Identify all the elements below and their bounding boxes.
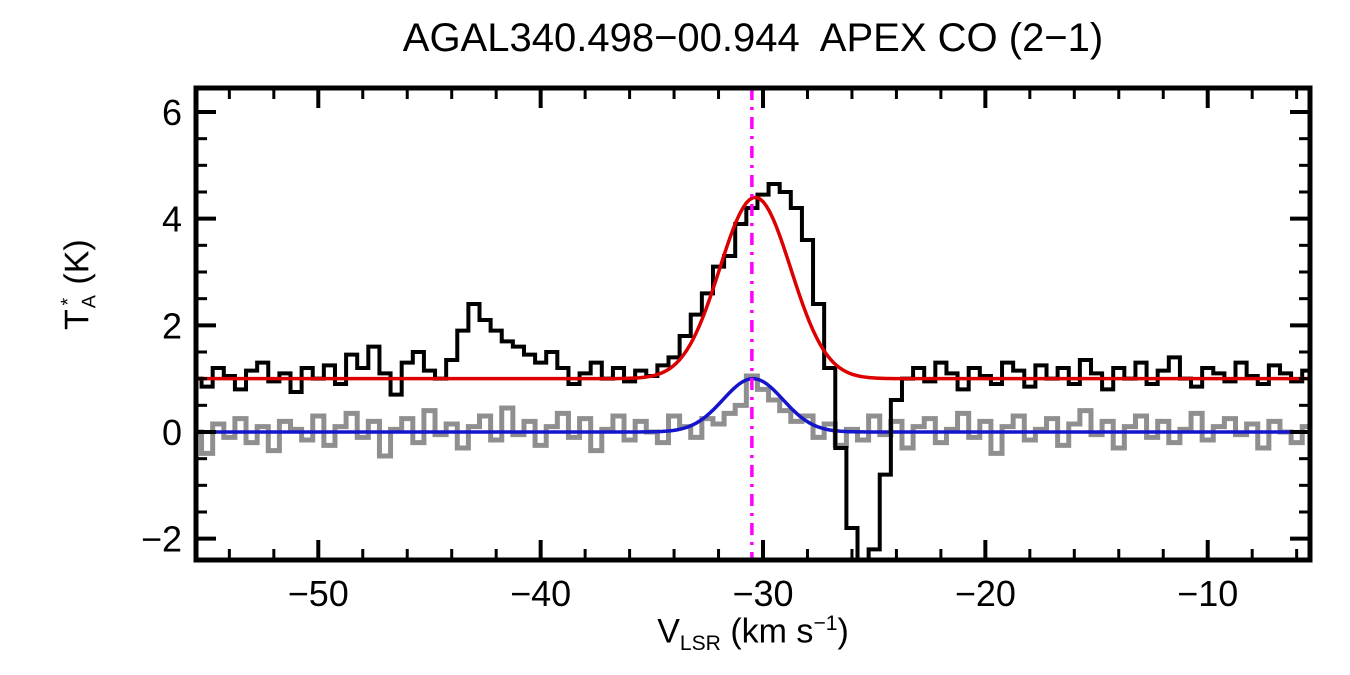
y-axis-label-supsub: * A: [57, 295, 100, 309]
chart-title: AGAL340.498−00.944 APEX CO (2−1): [402, 16, 1104, 60]
y-axis-label-units: (K): [58, 239, 97, 295]
y-axis-label-sub: A: [78, 295, 100, 309]
x-axis-label-units: (km s: [720, 612, 814, 651]
x-axis-label-sup: −1: [813, 612, 838, 635]
y-axis-label-base: T: [58, 309, 97, 330]
x-axis-label-base: V: [657, 612, 680, 651]
x-axis-label-end: ): [837, 612, 849, 651]
y-axis-label-sup: *: [57, 297, 80, 306]
x-axis-label-sub: LSR: [679, 632, 721, 656]
x-axis-label: VLSR (km s−1): [196, 612, 1310, 656]
